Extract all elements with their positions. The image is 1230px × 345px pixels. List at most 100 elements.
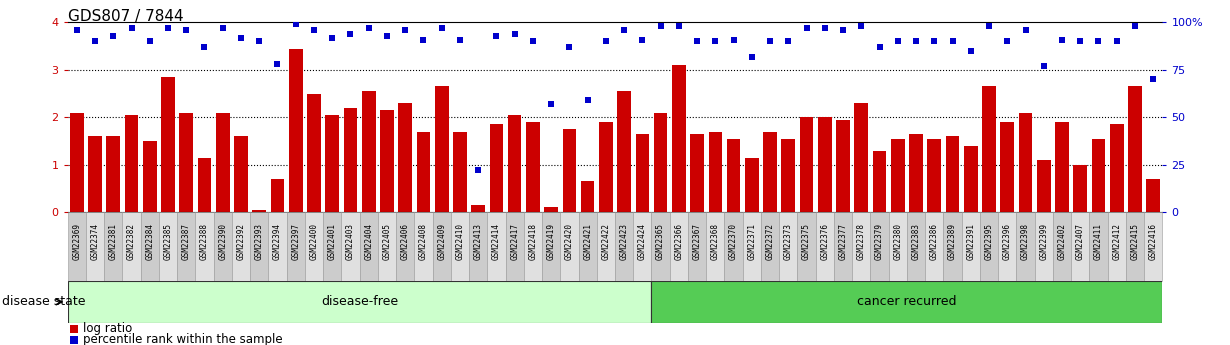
Point: [833, 27, 852, 33]
Point: [614, 27, 633, 33]
Bar: [562, 129, 576, 212]
Bar: [690, 134, 704, 212]
Bar: [815, 212, 834, 281]
Text: GSM22406: GSM22406: [401, 223, 410, 259]
Text: GSM22417: GSM22417: [510, 223, 519, 259]
Point: [359, 25, 379, 31]
Bar: [946, 136, 959, 212]
Bar: [216, 112, 230, 212]
Point: [413, 37, 433, 42]
Text: GSM22371: GSM22371: [748, 223, 756, 259]
Bar: [198, 158, 212, 212]
Point: [632, 37, 652, 42]
Point: [194, 44, 214, 50]
Text: GSM22404: GSM22404: [364, 223, 373, 259]
Point: [341, 31, 360, 37]
Point: [322, 35, 342, 40]
Point: [723, 37, 743, 42]
Bar: [669, 212, 688, 281]
Point: [122, 25, 141, 31]
Point: [1034, 63, 1054, 69]
Bar: [359, 212, 378, 281]
Bar: [1090, 212, 1107, 281]
Bar: [800, 117, 813, 212]
Bar: [761, 212, 780, 281]
Bar: [308, 93, 321, 212]
Text: GSM22387: GSM22387: [182, 223, 191, 259]
Point: [578, 97, 598, 103]
Text: GSM22402: GSM22402: [1058, 223, 1066, 259]
Text: GSM22389: GSM22389: [948, 223, 957, 259]
Bar: [597, 212, 615, 281]
Point: [231, 35, 251, 40]
Point: [688, 39, 707, 44]
Text: GSM22399: GSM22399: [1039, 223, 1048, 259]
Text: GSM22391: GSM22391: [967, 223, 975, 259]
Text: GSM22383: GSM22383: [911, 223, 920, 259]
Bar: [764, 131, 777, 212]
Bar: [234, 136, 247, 212]
Point: [268, 61, 288, 67]
Bar: [909, 134, 922, 212]
Text: GSM22392: GSM22392: [236, 223, 246, 259]
Point: [797, 25, 817, 31]
Bar: [745, 158, 759, 212]
Bar: [724, 212, 743, 281]
Text: GSM22390: GSM22390: [218, 223, 228, 259]
Text: GSM22408: GSM22408: [419, 223, 428, 259]
Bar: [143, 141, 156, 212]
Bar: [834, 212, 852, 281]
Bar: [852, 212, 871, 281]
Bar: [599, 122, 613, 212]
Text: GSM22407: GSM22407: [1076, 223, 1085, 259]
Bar: [250, 212, 268, 281]
Point: [597, 39, 616, 44]
Point: [1052, 37, 1071, 42]
Point: [213, 25, 232, 31]
Point: [140, 39, 160, 44]
Text: GSM22385: GSM22385: [164, 223, 172, 259]
Point: [742, 54, 761, 59]
Text: GSM22413: GSM22413: [474, 223, 482, 259]
Bar: [469, 212, 487, 281]
Bar: [305, 212, 323, 281]
Bar: [433, 212, 450, 281]
Bar: [1034, 212, 1053, 281]
Bar: [123, 212, 140, 281]
Point: [560, 44, 579, 50]
Point: [66, 27, 86, 33]
Bar: [617, 91, 631, 212]
Point: [159, 25, 178, 31]
Bar: [1074, 165, 1087, 212]
Bar: [927, 139, 941, 212]
Point: [907, 39, 926, 44]
Bar: [654, 112, 668, 212]
Bar: [526, 122, 540, 212]
Bar: [362, 91, 375, 212]
Bar: [780, 212, 797, 281]
Text: GSM22410: GSM22410: [455, 223, 465, 259]
Point: [851, 23, 871, 29]
Text: GSM22377: GSM22377: [839, 223, 847, 259]
Text: GSM22373: GSM22373: [784, 223, 793, 259]
Text: percentile rank within the sample: percentile rank within the sample: [82, 333, 283, 345]
Point: [103, 33, 123, 38]
Bar: [231, 212, 250, 281]
Bar: [836, 120, 850, 212]
Bar: [980, 212, 998, 281]
Bar: [708, 131, 722, 212]
Bar: [672, 65, 685, 212]
Bar: [633, 212, 652, 281]
Bar: [70, 112, 84, 212]
Bar: [581, 181, 594, 212]
Bar: [652, 212, 669, 281]
Text: GSM22367: GSM22367: [692, 223, 701, 259]
Point: [706, 39, 726, 44]
Bar: [450, 212, 469, 281]
Text: GSM22368: GSM22368: [711, 223, 720, 259]
Bar: [652, 281, 1162, 323]
Bar: [873, 150, 887, 212]
Point: [378, 33, 397, 38]
Point: [779, 39, 798, 44]
Bar: [326, 115, 339, 212]
